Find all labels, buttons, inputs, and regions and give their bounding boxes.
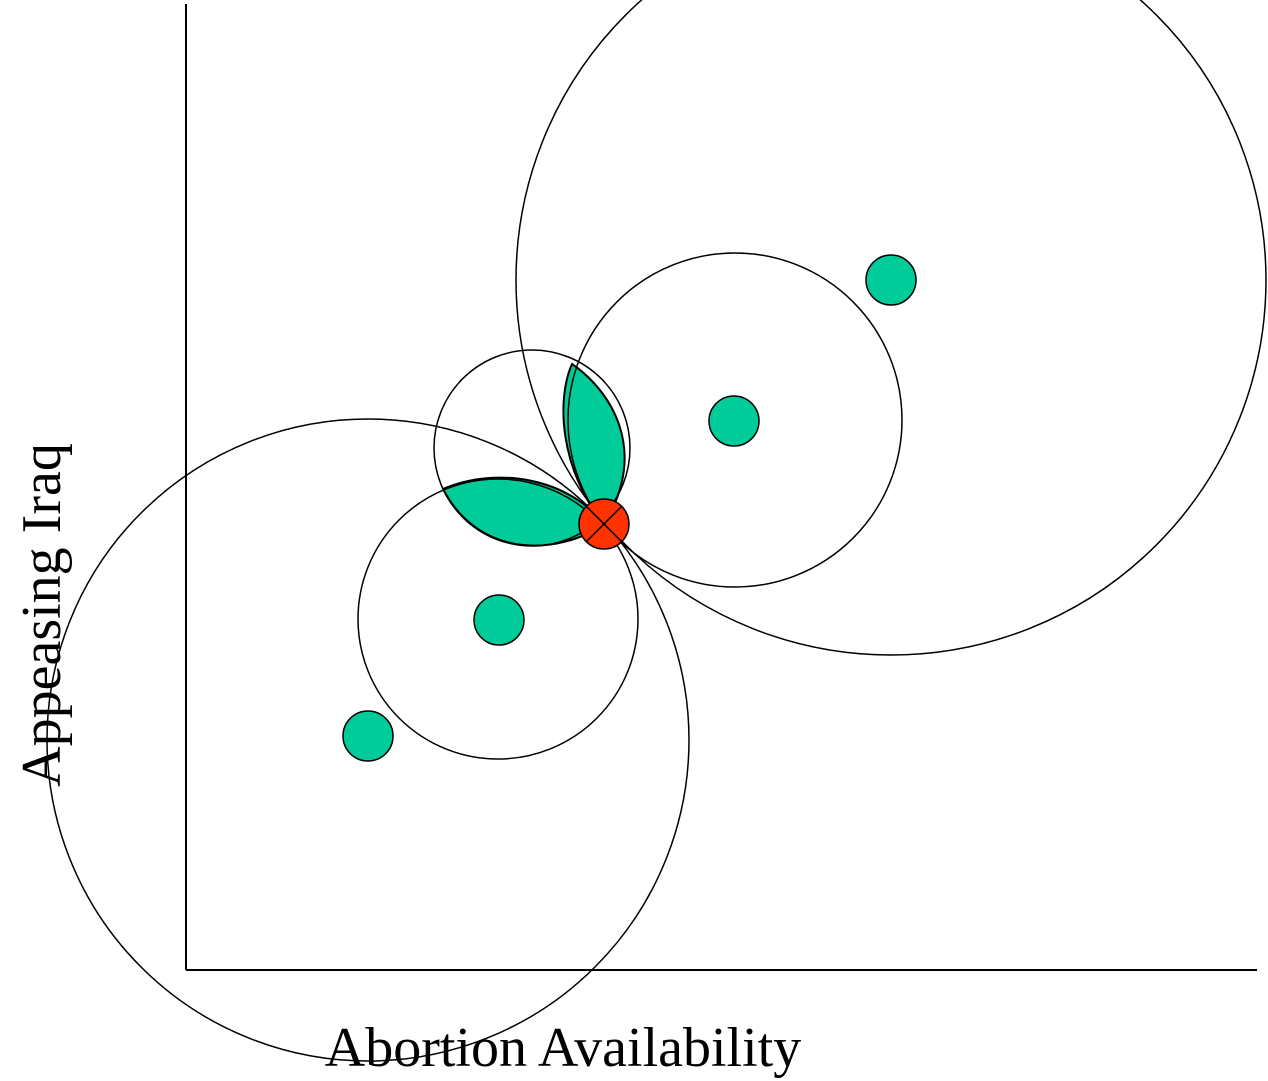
ideal-point	[342, 710, 394, 762]
indifference-circle	[567, 252, 903, 588]
indifference-circle	[357, 478, 639, 760]
petal-upper	[562, 362, 626, 526]
y-axis-label: Appeasing Iraq	[11, 443, 73, 787]
ideal-point	[708, 395, 760, 447]
indifference-circle	[46, 418, 690, 1062]
cross-line	[585, 505, 623, 543]
indifference-circle	[433, 349, 631, 547]
ideal-point	[865, 254, 917, 306]
ideal-point	[473, 594, 525, 646]
indifference-circle	[515, 0, 1267, 656]
x-axis-label: Abortion Availability	[325, 1017, 801, 1079]
petal-left	[441, 476, 606, 547]
